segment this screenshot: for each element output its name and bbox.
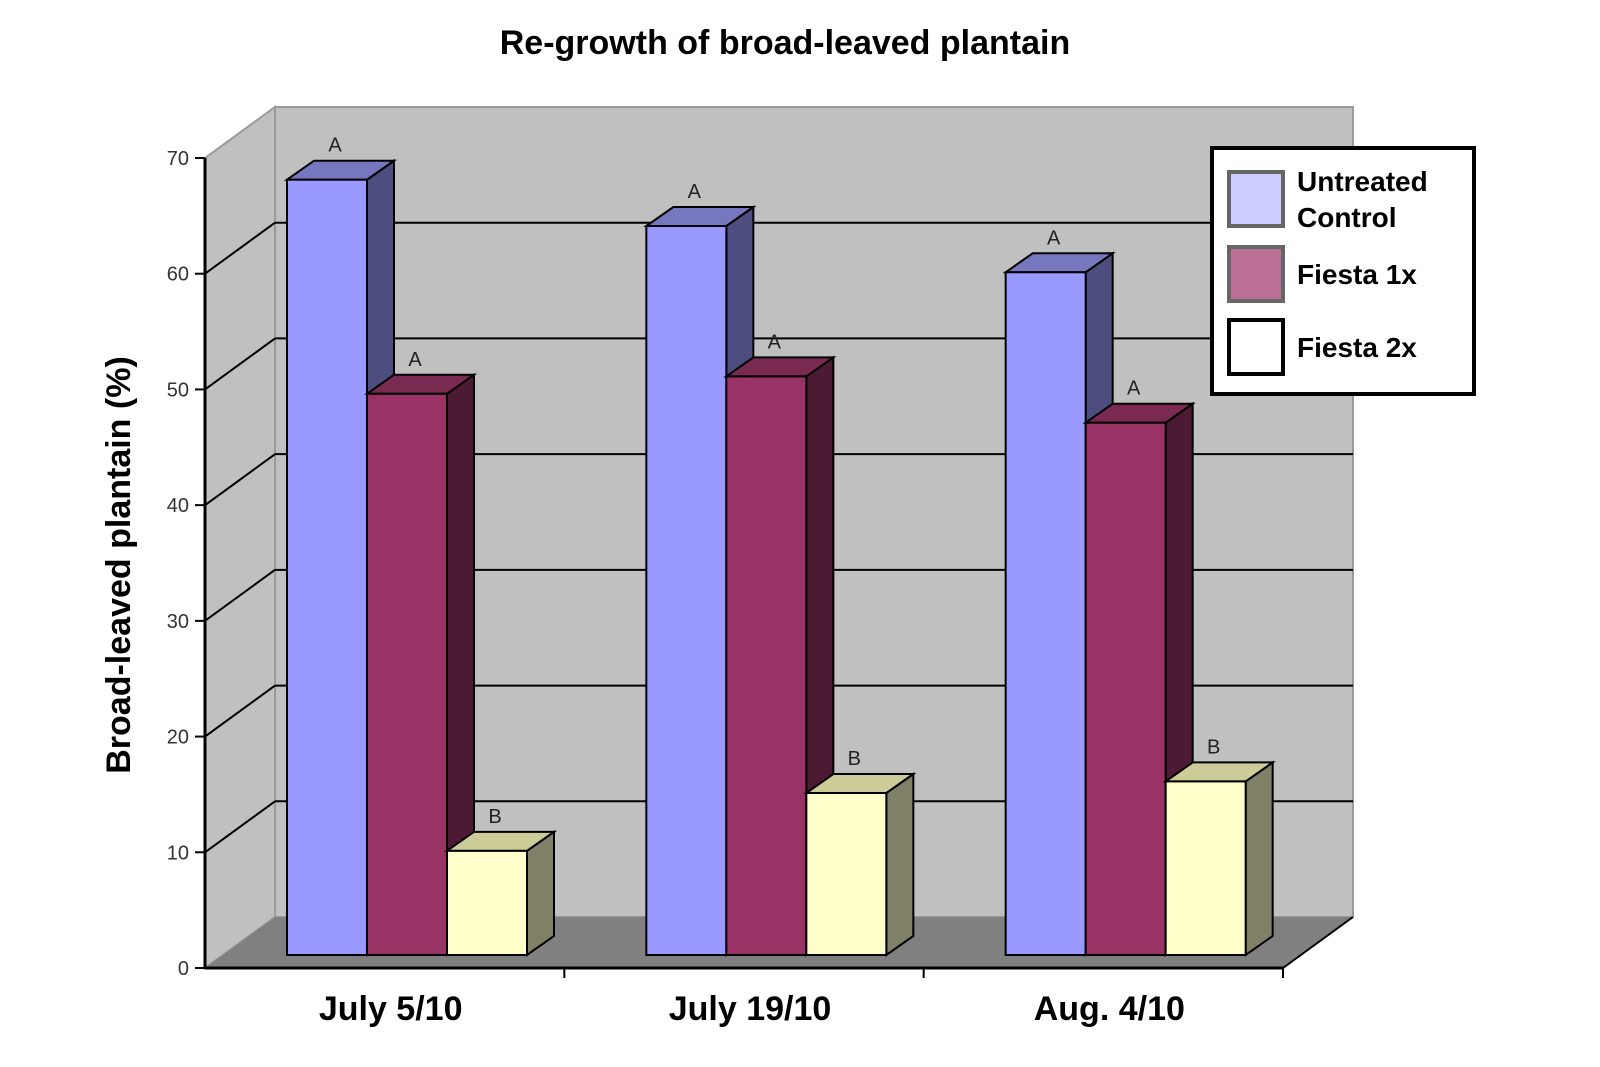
legend-label: Untreated [1297, 166, 1428, 197]
bar [805, 792, 888, 956]
bar [366, 392, 448, 956]
floor-edge [1282, 916, 1354, 969]
legend-label: Fiesta 2x [1297, 332, 1417, 363]
bar-label: A [328, 135, 342, 157]
y-tick-label: 20 [167, 727, 189, 749]
gridline-side [204, 800, 276, 854]
bar-label: A [1127, 378, 1141, 400]
y-axis-label: Broad-leaved plantain (%) [100, 356, 138, 774]
x-tick-label: Aug. 4/10 [1034, 990, 1185, 1028]
legend-label: Fiesta 1x [1297, 259, 1417, 290]
bar [446, 849, 528, 956]
bar [725, 375, 808, 956]
bar [1164, 780, 1247, 957]
bar-label: A [1047, 227, 1061, 249]
bar-side [1244, 760, 1274, 957]
bar-label: A [408, 349, 422, 371]
gridline-side [204, 684, 276, 738]
legend-swatch [1227, 318, 1285, 376]
bar [286, 178, 368, 956]
y-tick-label: 60 [167, 264, 189, 286]
y-tick-label: 50 [167, 379, 189, 401]
legend-swatch [1227, 245, 1285, 303]
y-tick-label: 30 [167, 611, 189, 633]
y-tick-label: 70 [167, 148, 189, 170]
bar-side [526, 829, 555, 957]
legend: Untreated Control Fiesta 1x Fiesta 2x [1210, 146, 1476, 396]
x-tick-label: July 19/10 [669, 990, 832, 1028]
bar-label: B [488, 806, 501, 828]
bar-label: B [1207, 736, 1220, 758]
bar-label: A [688, 181, 702, 203]
gridline-side [204, 569, 276, 622]
bar [645, 225, 728, 956]
gridline-side [204, 453, 276, 506]
bar-side [885, 772, 915, 957]
y-tick-label: 10 [167, 842, 189, 864]
bar [1004, 271, 1087, 956]
bar [1084, 421, 1167, 956]
bar-label: B [848, 748, 861, 770]
legend-swatch [1227, 170, 1285, 228]
y-tick-label: 40 [167, 495, 189, 517]
gridline-side [204, 221, 276, 275]
side-wall [204, 105, 276, 970]
bar-label: A [768, 331, 782, 353]
legend-label: Control [1297, 202, 1397, 233]
gridline-side [204, 337, 276, 391]
y-tick-label: 0 [178, 958, 189, 980]
x-tick-label: July 5/10 [319, 990, 463, 1028]
chart-title: Re-growth of broad-leaved plantain [500, 24, 1070, 62]
